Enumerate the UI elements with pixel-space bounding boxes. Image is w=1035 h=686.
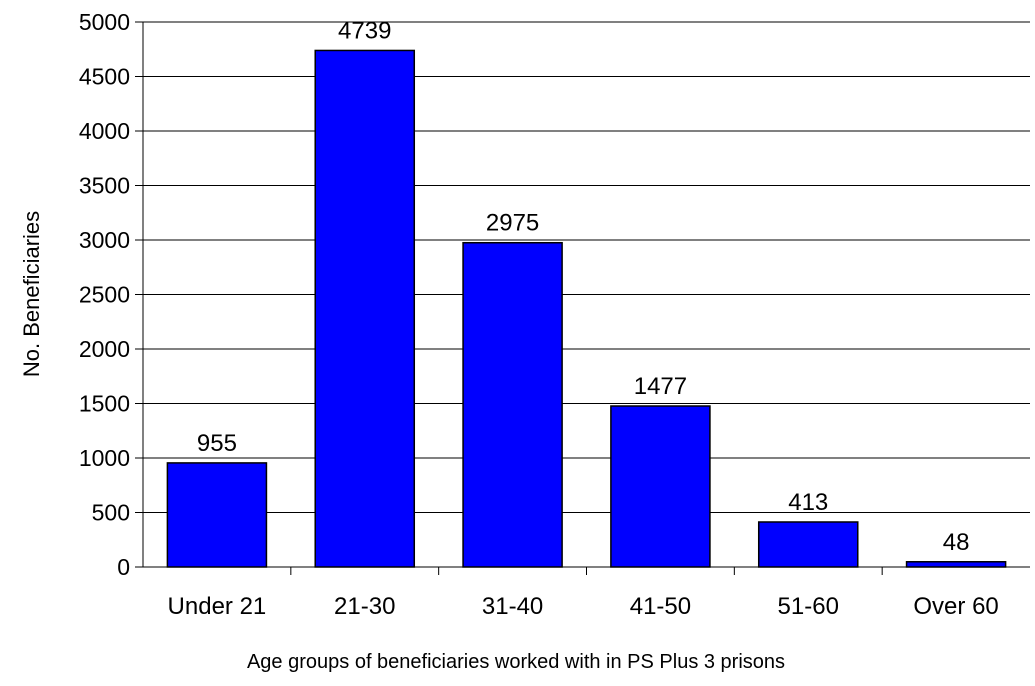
data-label: 2975 (486, 210, 539, 237)
x-axis-title: Age groups of beneficiaries worked with … (247, 651, 785, 673)
y-tick-label: 3000 (79, 227, 130, 253)
bar (610, 405, 711, 568)
x-tick-label: 31-40 (482, 593, 543, 620)
axes (135, 21, 1030, 575)
y-tick-label: 0 (117, 554, 130, 580)
bar (166, 462, 268, 568)
data-label: 48 (943, 529, 970, 556)
y-axis-title: No. Beneficiaries (19, 211, 44, 377)
data-label: 4739 (338, 17, 391, 44)
bar (905, 561, 1007, 568)
data-label: 413 (788, 489, 828, 516)
y-tick-label: 1000 (79, 445, 130, 471)
x-tick-label: Over 60 (913, 593, 998, 620)
bar (757, 521, 859, 568)
x-tick-label: Under 21 (168, 593, 267, 620)
x-tick-label: 21-30 (334, 593, 395, 620)
y-tick-label: 5000 (79, 9, 130, 35)
bars (166, 49, 1007, 568)
bar (314, 49, 416, 568)
x-tick-label: 41-50 (630, 593, 691, 620)
y-tick-label: 4500 (79, 64, 130, 90)
data-label: 955 (197, 430, 237, 457)
y-tick-label: 2500 (79, 282, 130, 308)
bar (462, 241, 563, 568)
y-tick-label: 3500 (79, 173, 130, 199)
x-tick-label: 51-60 (778, 593, 839, 620)
y-tick-label: 1500 (79, 391, 130, 417)
labels: 0 500 1000 1500 2000 2500 3000 3500 4000 4500 5000… (79, 9, 999, 620)
y-tick-label: 500 (92, 500, 130, 526)
gridlines (143, 21, 1030, 513)
y-tick-label: 4000 (79, 118, 130, 144)
y-tick-label: 2000 (79, 336, 130, 362)
data-label: 1477 (634, 373, 687, 400)
